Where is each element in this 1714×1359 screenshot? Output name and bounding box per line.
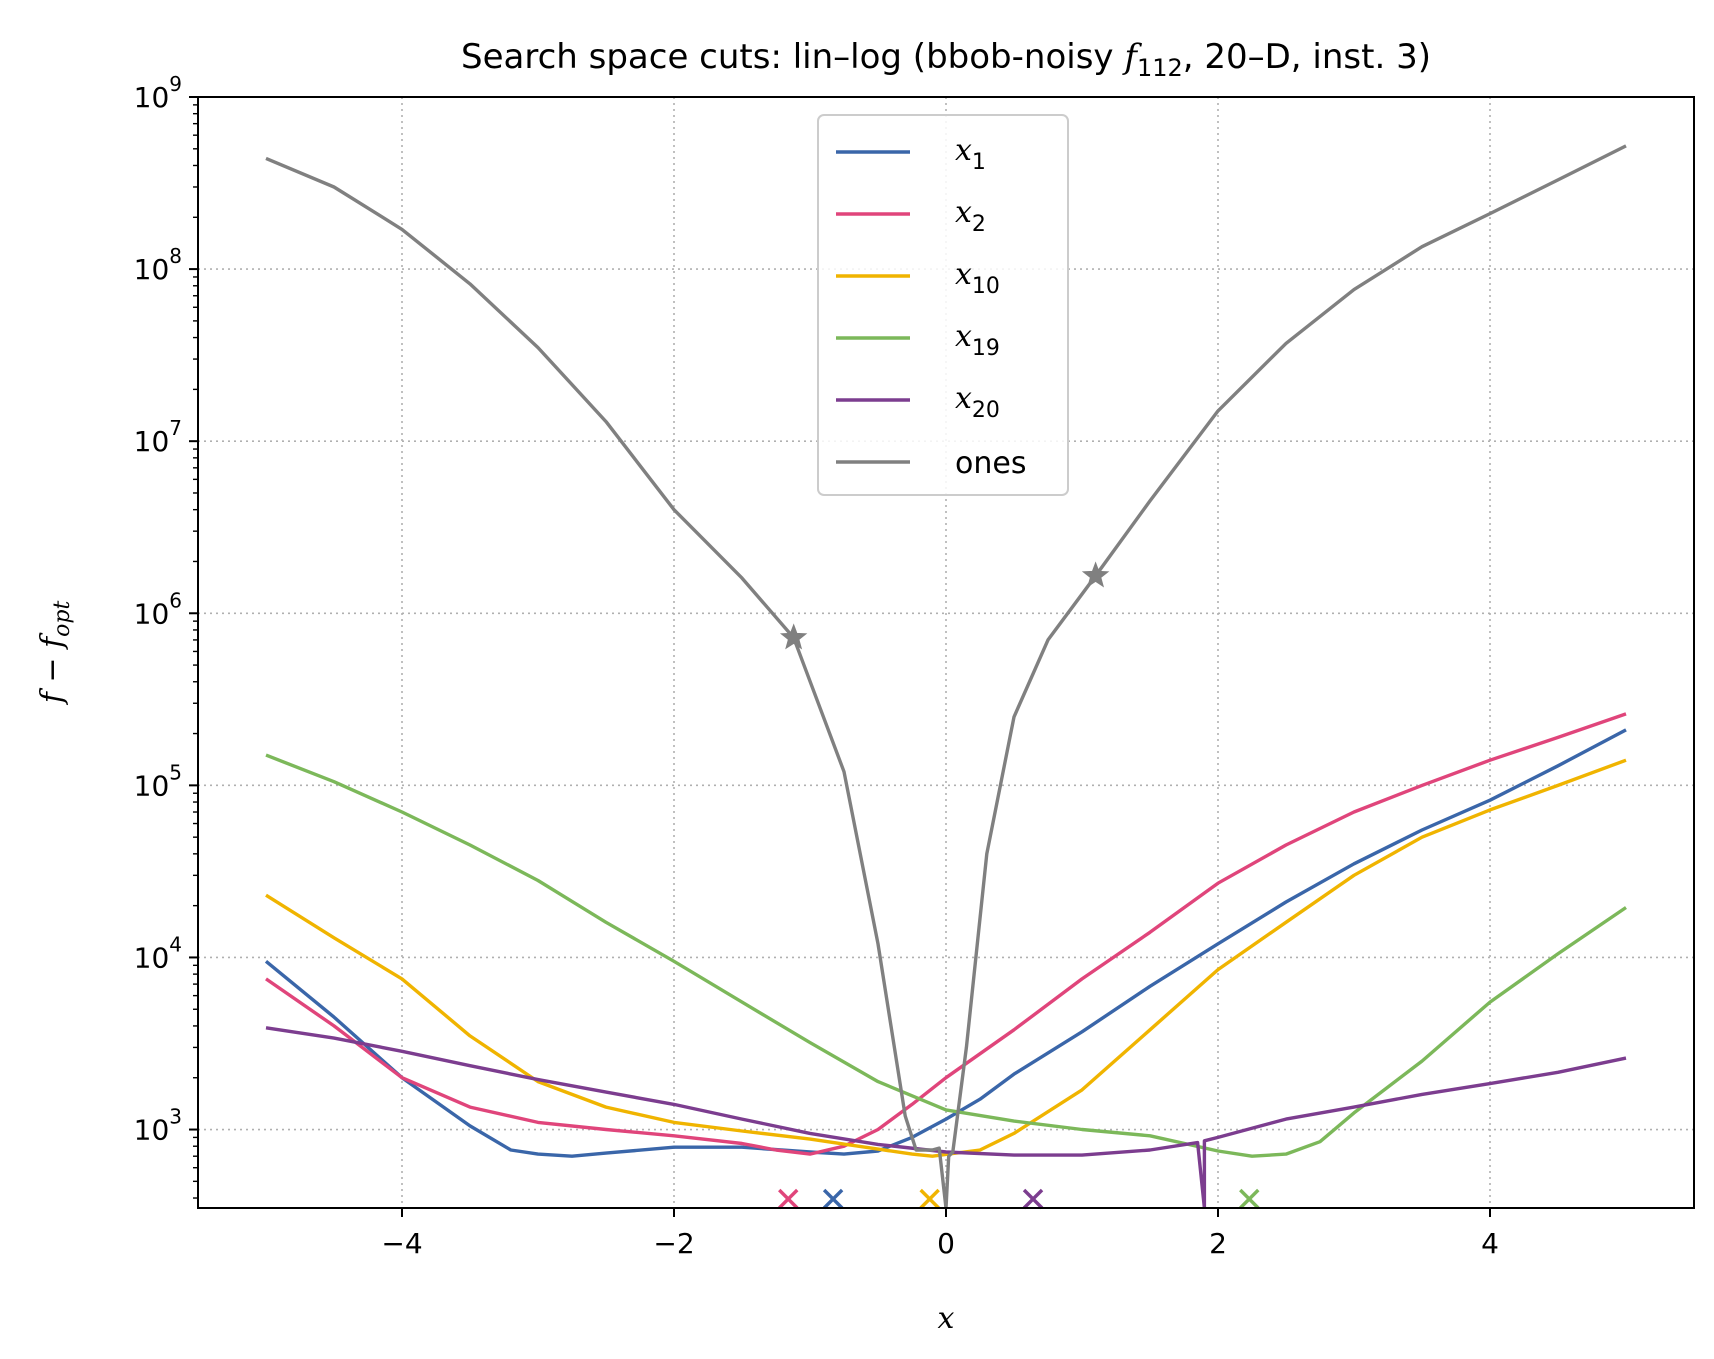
y-tick-base: 10 (134, 253, 170, 286)
series-line-x19 (265, 753, 1627, 1158)
x-tick-label: 2 (1209, 1227, 1227, 1260)
y-tick-base: 10 (134, 769, 170, 802)
title-suffix: , 20–D, inst. 3) (1183, 37, 1431, 77)
x-tick-label: 0 (937, 1227, 955, 1260)
legend-label-sub: 19 (972, 336, 1000, 361)
y-tick-label: 103 (134, 1105, 182, 1147)
y-axis-label: f − fopt (35, 601, 75, 706)
x-axis-label: x (938, 1301, 955, 1336)
legend-label-base: x (955, 195, 972, 230)
title-sub: 112 (1137, 54, 1183, 82)
series-line-ones (265, 144, 1627, 1208)
y-tick-exp: 6 (169, 588, 182, 612)
legend-label: x2 (955, 195, 986, 237)
series-group (264, 144, 1627, 1208)
title-prefix: Search space cuts: lin–log (bbob-noisy (461, 37, 1124, 77)
star-marker-ones (779, 623, 808, 650)
legend-label-sub: 1 (972, 150, 986, 175)
legend-label-sub: 20 (972, 398, 1000, 423)
star-marker-ones (1081, 561, 1110, 588)
y-tick-base: 10 (134, 941, 170, 974)
optimum-marker-x19 (1239, 1188, 1260, 1210)
y-tick-label: 104 (134, 932, 182, 974)
y-tick-exp: 5 (169, 760, 182, 784)
plot-frame (197, 96, 1695, 1209)
series-line-x1 (264, 728, 1627, 1158)
grid (198, 96, 1694, 1208)
y-tick-exp: 8 (169, 244, 182, 268)
y-tick-base: 10 (134, 425, 170, 458)
legend-box (817, 114, 1069, 496)
legend-label-sub: 2 (972, 212, 986, 237)
y-tick-label: 109 (134, 72, 182, 114)
legend-label-base: x (955, 381, 972, 416)
legend-label-base: x (955, 257, 972, 292)
y-tick-base: 10 (134, 81, 170, 114)
series-line-x2 (265, 712, 1627, 1156)
y-tick-label: 107 (134, 416, 182, 458)
legend-label-base: x (955, 319, 972, 354)
legend-item-x19: x19 (836, 319, 1000, 361)
legend-item-x10: x10 (836, 257, 1000, 299)
legend-item-x2: x2 (836, 195, 986, 237)
legend-label-sub: 10 (972, 274, 1000, 299)
x-tick-label: −4 (381, 1227, 422, 1260)
legend-label-base: x (955, 133, 972, 168)
optimum-marker-x2 (778, 1188, 799, 1210)
series-line-x10 (265, 758, 1627, 1158)
y-tick-exp: 4 (169, 932, 182, 956)
legend-label: x1 (955, 133, 986, 175)
y-tick-base: 10 (134, 1114, 170, 1147)
y-tick-label: 108 (134, 244, 182, 286)
legend-item-x1: x1 (836, 133, 986, 175)
legend-item-ones: ones (836, 446, 1026, 481)
x-tick-label: −2 (653, 1227, 694, 1260)
y-tick-exp: 7 (169, 416, 182, 440)
optimum-marker-x10 (919, 1188, 940, 1210)
legend-label: x19 (955, 319, 1000, 361)
legend-label: x20 (955, 381, 1000, 423)
optimum-marker-x20 (1022, 1188, 1044, 1210)
optimum-marker-x1 (822, 1188, 844, 1210)
y-axis-label-minus: − (35, 648, 70, 692)
y-tick-label: 106 (134, 588, 182, 630)
x-tick-label: 4 (1481, 1227, 1499, 1260)
legend-label: ones (955, 446, 1026, 481)
y-tick-exp: 3 (169, 1105, 182, 1129)
x-axis: −4 −2 0 2 4 (381, 1208, 1499, 1260)
markers-group (778, 561, 1260, 1210)
chart-title: Search space cuts: lin–log (bbob-noisy f… (461, 37, 1431, 82)
y-tick-exp: 9 (169, 72, 182, 96)
legend-label: x10 (955, 257, 1000, 299)
legend-item-x20: x20 (836, 381, 1000, 423)
y-axis-label-sub: opt (50, 601, 75, 637)
y-tick-base: 10 (134, 597, 170, 630)
y-tick-label: 105 (134, 760, 182, 802)
series-line-x20 (265, 1026, 1627, 1208)
